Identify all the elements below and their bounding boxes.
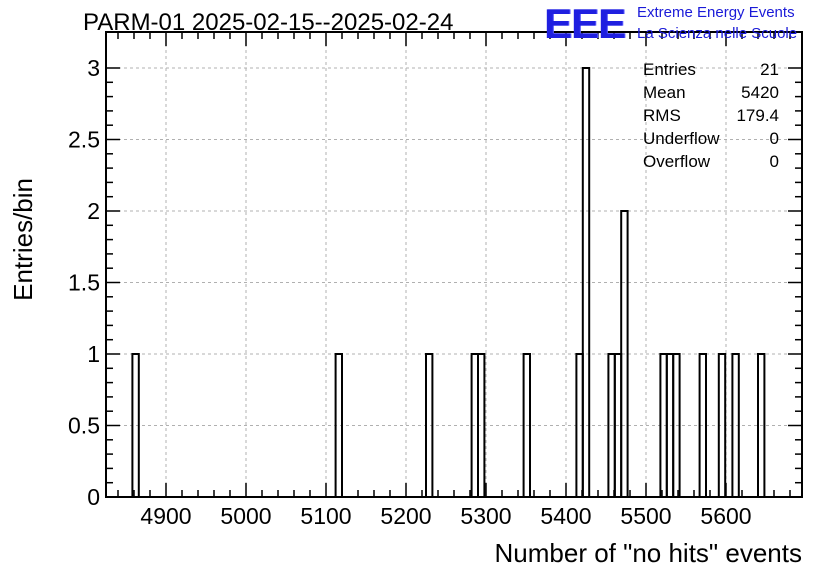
histogram-bin	[334, 353, 343, 497]
stat-row-overflow: Overflow 0	[643, 152, 779, 175]
stat-row-underflow: Underflow 0	[643, 129, 779, 152]
stat-value: 5420	[741, 83, 779, 102]
x-tick-label: 5300	[460, 503, 511, 529]
grid	[106, 32, 802, 497]
histogram-bin	[581, 67, 591, 497]
x-tick-label: 5000	[220, 503, 271, 529]
histogram-bin	[717, 353, 727, 497]
stat-label: Overflow	[643, 152, 711, 171]
x-tick-label: 5100	[300, 503, 351, 529]
histogram-bin	[672, 353, 681, 497]
stat-value: 179.4	[736, 106, 779, 125]
y-tick-label: 1	[87, 341, 100, 367]
stat-label: RMS	[643, 106, 681, 125]
y-tick-label: 2.5	[68, 127, 100, 153]
histogram-bin	[731, 353, 740, 497]
stat-value: 0	[769, 152, 779, 171]
histogram-bars	[131, 67, 766, 497]
x-tick-label: 4900	[140, 503, 191, 529]
chart-title: PARM-01 2025-02-15--2025-02-24	[83, 9, 454, 36]
stat-label: Mean	[643, 83, 686, 102]
eee-logo: EEE	[544, 0, 626, 47]
histogram-bin	[477, 353, 486, 497]
y-tick-label: 0	[87, 484, 100, 510]
stat-label: Underflow	[643, 129, 720, 148]
y-tick-label: 2	[87, 198, 100, 224]
y-tick-label: 3	[87, 55, 100, 81]
histogram-bin	[620, 210, 629, 497]
histogram-bin	[131, 353, 140, 497]
y-tick-label: 0.5	[68, 413, 100, 439]
stat-row-rms: RMS 179.4	[643, 106, 779, 129]
stat-row-mean: Mean 5420	[643, 83, 779, 106]
histogram-bin	[757, 353, 766, 497]
x-axis-label: Number of "no hits" events	[495, 538, 803, 568]
x-tick-label: 5500	[620, 503, 671, 529]
y-axis-label: Entries/bin	[8, 178, 38, 301]
histogram-bin	[522, 353, 531, 497]
histogram-bin	[425, 353, 434, 497]
y-tick-label: 1.5	[68, 270, 100, 296]
x-tick-label: 5400	[540, 503, 591, 529]
logo-subtitle-1: Extreme Energy Events	[637, 4, 795, 21]
axes: 0 0.5 1 1.5 2 2.5 3 4900 5000 5100 5200 5300 5400 550…	[68, 31, 803, 529]
stats-box: Entries 21 Mean 5420 RMS 179.4 Underflow…	[643, 60, 779, 175]
stat-label: Entries	[643, 60, 696, 79]
stat-value: 0	[769, 129, 779, 148]
stat-row-entries: Entries 21	[643, 60, 779, 83]
logo-subtitle-2: La Scienza nelle Scuole	[637, 25, 798, 42]
x-tick-label: 5200	[380, 503, 431, 529]
histogram-bin	[698, 353, 707, 497]
x-tick-label: 5600	[700, 503, 751, 529]
stat-value: 21	[760, 60, 779, 79]
